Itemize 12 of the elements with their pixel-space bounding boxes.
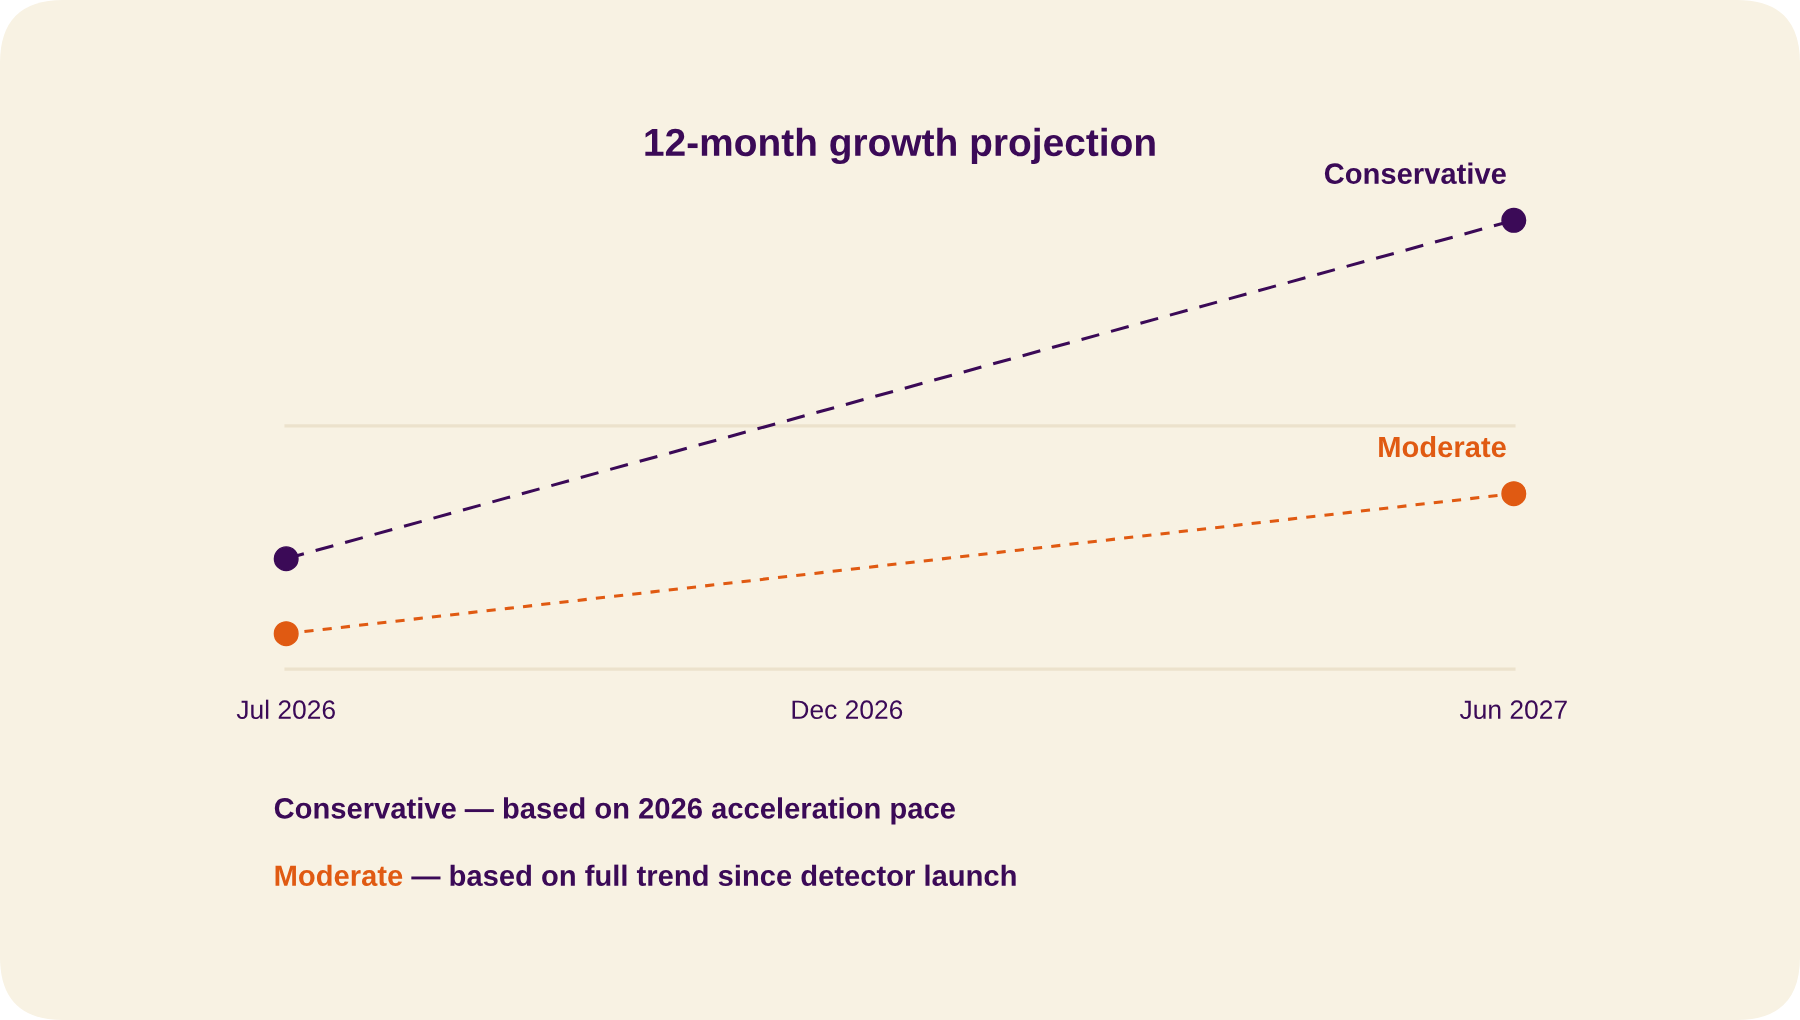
text: Moderate — based on full trend since detector launch [275, 864, 1016, 887]
series-label: Conservative [1324, 162, 1506, 184]
x-tick-label: Jun 2027 [1459, 700, 1567, 720]
chart-title: 12-month growth projection [645, 127, 1155, 165]
series-label: Moderate [1379, 435, 1506, 458]
x-tick-label: Dec 2026 [792, 700, 903, 720]
text: Conservative — based on 2026 acceleration pace [274, 797, 955, 825]
point [273, 546, 299, 572]
x-tick-label: Jul 2026 [236, 699, 335, 720]
point [1501, 481, 1527, 507]
point [1501, 207, 1527, 233]
point [273, 621, 299, 647]
